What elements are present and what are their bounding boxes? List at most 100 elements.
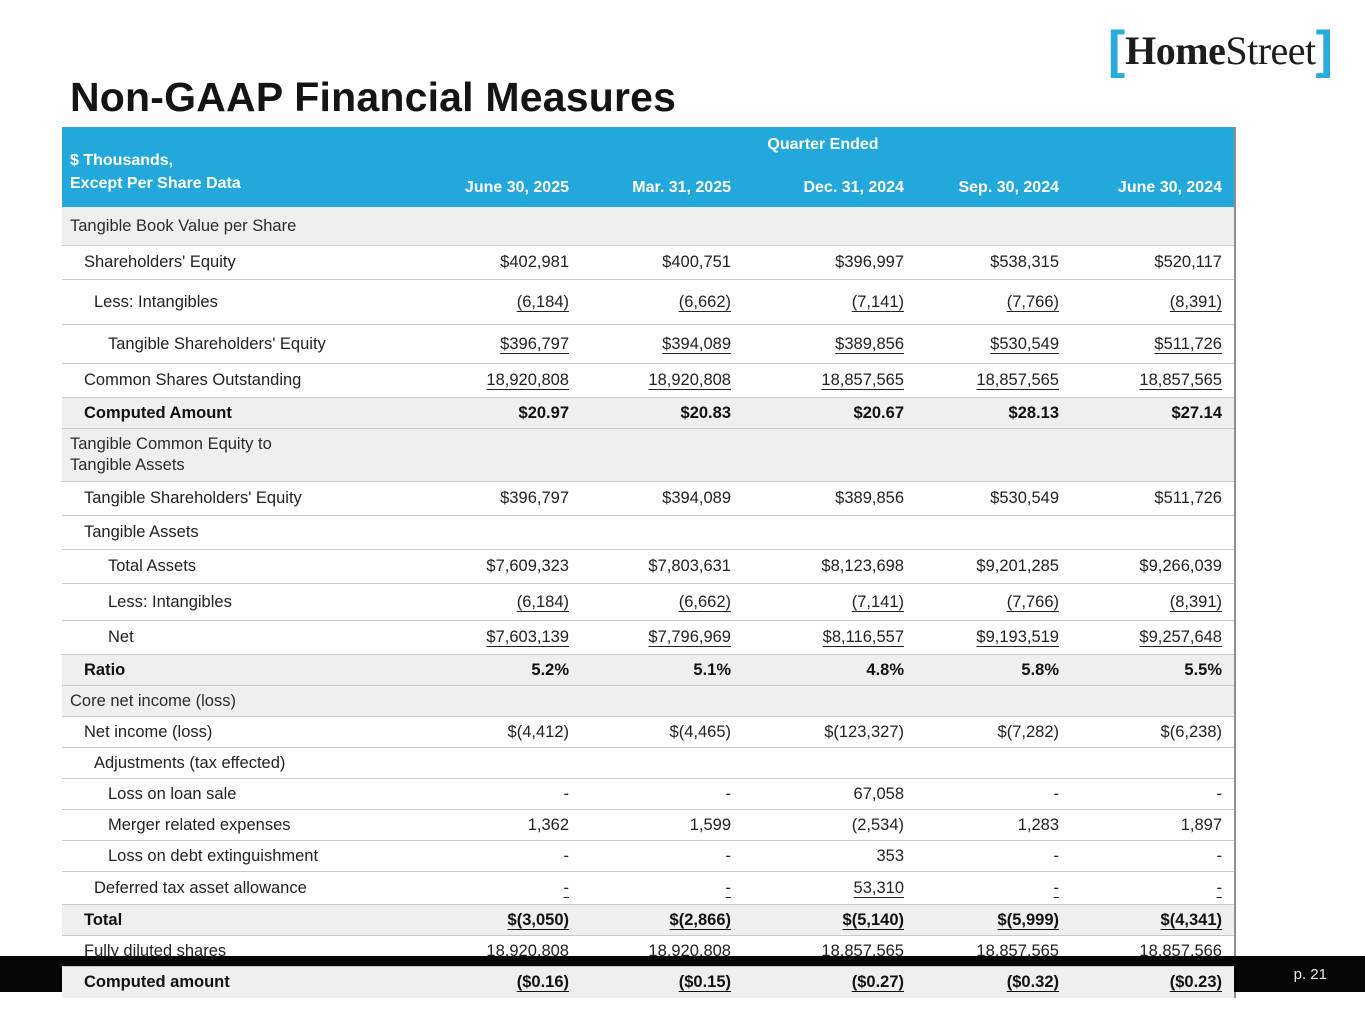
cell-value: - — [563, 878, 570, 897]
row-label: Tangible Shareholders' Equity — [108, 334, 326, 353]
cell-value: (8,391) — [1169, 592, 1222, 611]
cell-value: $402,981 — [500, 253, 569, 271]
table-row: Tangible Assets — [62, 515, 1234, 549]
cell-value: ($0.32) — [1006, 973, 1059, 991]
cell-value: (8,391) — [1169, 292, 1222, 311]
column-header: June 30, 2025 — [464, 179, 569, 196]
table-row: Total Assets $7,609,323 $7,803,631 $8,123,6… — [62, 549, 1234, 583]
row-label: Computed amount — [84, 973, 230, 992]
cell-value: (6,184) — [516, 292, 569, 311]
logo-street-text: Street — [1225, 27, 1316, 73]
column-headers: June 30, 2025 Mar. 31, 2025 Dec. 31, 2024 S… — [62, 179, 1234, 197]
cell-value: $7,609,323 — [486, 557, 569, 575]
row-label: Deferred tax asset allowance — [94, 878, 307, 897]
column-header-spacer — [62, 179, 418, 197]
cell-value: $27.14 — [1171, 403, 1222, 422]
cell-value: $(4,341) — [1160, 910, 1222, 929]
cell-value: $(5,999) — [997, 910, 1059, 929]
column-header: June 30, 2024 — [1117, 179, 1222, 196]
row-label: Loss on loan sale — [108, 784, 237, 803]
cell-value: 67,058 — [853, 784, 904, 803]
row-label: Total — [84, 910, 123, 929]
logo-close-bracket-icon: ] — [1315, 21, 1333, 79]
table-row: Total $(3,050) $(2,866) $(5,140) $(5,999) $(4… — [62, 904, 1234, 935]
cell-value: $8,116,557 — [822, 628, 904, 646]
cell-value: 1,897 — [1180, 815, 1222, 834]
row-label: Tangible Book Value per Share — [70, 216, 297, 235]
table-row: Tangible Book Value per Share — [62, 207, 1234, 245]
table-row: Shareholders' Equity $402,981 $400,751 $396… — [62, 245, 1234, 279]
table-row: Net $7,603,139 $7,796,969 $8,116,557 $9,193,… — [62, 620, 1234, 654]
row-label: Tangible Shareholders' Equity — [84, 489, 302, 508]
cell-value: ($0.27) — [851, 973, 904, 991]
cell-value: $(6,238) — [1160, 722, 1222, 741]
page-title: Non-GAAP Financial Measures — [70, 74, 677, 120]
table-row: Common Shares Outstanding 18,920,808 18,92… — [62, 363, 1234, 397]
row-label: Net income (loss) — [84, 722, 213, 741]
cell-value: $8,123,698 — [821, 557, 904, 575]
cell-value: 4.8% — [866, 660, 904, 679]
cell-value: (2,534) — [851, 815, 904, 834]
cell-value: 5.2% — [531, 660, 569, 679]
logo-home-text: Home — [1125, 27, 1226, 73]
table-row: Tangible Shareholders' Equity $396,797 $39… — [62, 324, 1234, 363]
cell-value: $(4,412) — [507, 722, 569, 741]
cell-value: $511,726 — [1154, 334, 1222, 353]
cell-value: 5.1% — [693, 660, 731, 679]
table-row: Computed amount ($0.16) ($0.15) ($0.27) ($0.… — [62, 966, 1234, 998]
cell-value: $396,797 — [500, 334, 569, 353]
row-label: Total Assets — [108, 557, 197, 576]
cell-value: 18,857,565 — [976, 941, 1059, 960]
cell-value: 18,857,565 — [821, 941, 904, 960]
financial-table: $ Thousands, Except Per Share Data Quart… — [62, 127, 1236, 998]
quarter-ended-label: Quarter Ended — [767, 136, 879, 153]
row-label: Computed Amount — [84, 403, 232, 422]
cell-value: 18,920,808 — [486, 941, 569, 960]
cell-value: (7,141) — [851, 592, 904, 611]
table-row: Loss on loan sale - - 67,058 - - — [62, 778, 1234, 809]
cell-value: $(3,050) — [507, 910, 569, 929]
cell-value: - — [563, 784, 570, 803]
row-label: Core net income (loss) — [70, 691, 236, 710]
row-label: Merger related expenses — [108, 815, 291, 834]
cell-value: $9,257,648 — [1139, 628, 1222, 646]
table-row: Loss on debt extinguishment - - 353 - - — [62, 840, 1234, 871]
units-label: $ Thousands, Except Per Share Data — [70, 152, 241, 193]
cell-value: $538,315 — [990, 253, 1059, 271]
cell-value: 18,920,808 — [486, 371, 569, 389]
cell-value: - — [725, 878, 732, 897]
cell-value: (7,141) — [851, 292, 904, 311]
row-label: Shareholders' Equity — [84, 253, 236, 272]
cell-value: $389,856 — [835, 334, 904, 353]
table-row: Merger related expenses 1,362 1,599 (2,534)… — [62, 809, 1234, 840]
cell-value: 1,283 — [1017, 815, 1059, 834]
cell-value: - — [725, 846, 732, 865]
row-label: Tangible Assets — [84, 523, 199, 542]
cell-value: 1,599 — [689, 815, 731, 834]
cell-value: ($0.23) — [1169, 973, 1222, 991]
cell-value: 18,857,565 — [821, 371, 904, 389]
page-number: p. 21 — [1293, 965, 1327, 983]
cell-value: (6,662) — [678, 292, 731, 311]
row-label: Loss on debt extinguishment — [108, 846, 319, 865]
table-row: Adjustments (tax effected) — [62, 747, 1234, 778]
cell-value: 353 — [876, 846, 904, 865]
table-row: Tangible Shareholders' Equity $396,797 $39… — [62, 481, 1234, 515]
cell-value: $7,796,969 — [648, 628, 731, 646]
row-label: Net — [108, 628, 134, 647]
table-row: Tangible Common Equity to Tangible Asset… — [62, 428, 1234, 481]
cell-value: (7,766) — [1006, 292, 1059, 311]
cell-value: $530,549 — [990, 334, 1059, 353]
row-label: Adjustments (tax effected) — [94, 753, 286, 772]
column-header: Sep. 30, 2024 — [958, 179, 1059, 196]
cell-value: $20.97 — [518, 403, 569, 422]
cell-value: $400,751 — [662, 253, 731, 271]
row-label: Ratio — [84, 660, 126, 679]
cell-value: - — [1053, 784, 1060, 803]
cell-value: $511,726 — [1154, 489, 1222, 507]
table-row: Core net income (loss) — [62, 685, 1234, 716]
cell-value: $20.83 — [680, 403, 731, 422]
cell-value: - — [1216, 878, 1223, 897]
cell-value: $396,797 — [500, 489, 569, 507]
